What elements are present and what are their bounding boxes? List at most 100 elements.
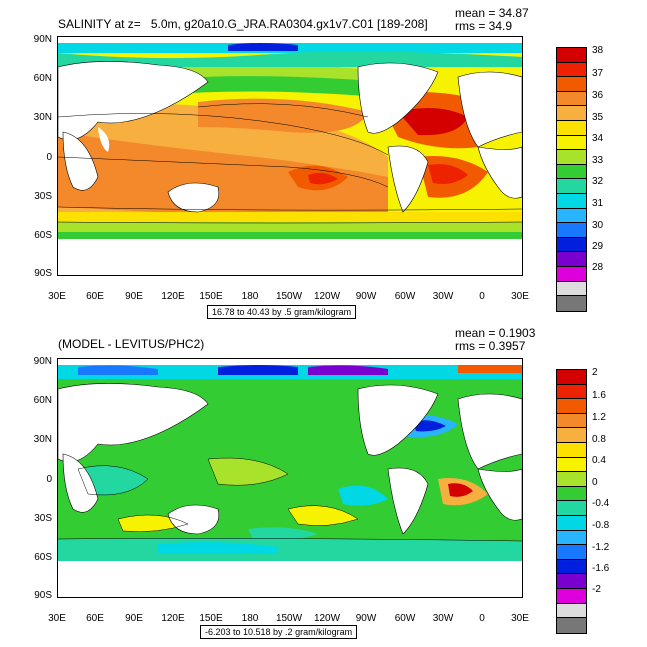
lon-tick: 90E xyxy=(125,291,143,302)
colorbar-swatch xyxy=(557,223,586,238)
colorbar-swatch xyxy=(557,428,586,443)
colorbar-swatch xyxy=(557,545,586,560)
lon-tick: 90W xyxy=(355,613,377,624)
colorbar-swatch xyxy=(557,77,586,92)
lon-tick: 150E xyxy=(199,613,223,624)
colorbar-swatch xyxy=(557,588,586,604)
lat-tick: 0 xyxy=(46,152,52,163)
colorbar-swatch xyxy=(557,515,586,531)
colorbar-swatch xyxy=(557,530,586,546)
lon-tick: 90E xyxy=(125,613,143,624)
colorbar-label: -0.8 xyxy=(592,520,610,531)
colorbar-swatch xyxy=(557,208,586,224)
lon-tick: 120E xyxy=(161,613,185,624)
difference-panel: (MODEL - LEVITUS/PHC2) mean = 0.1903 rms… xyxy=(0,322,647,647)
lon-tick: 30E xyxy=(48,613,66,624)
lon-tick: 30W xyxy=(432,613,454,624)
lon-tick: 30E xyxy=(511,613,529,624)
lat-tick: 30S xyxy=(34,191,52,202)
colorbar-swatch xyxy=(557,266,586,282)
lon-tick: 180 xyxy=(241,613,259,624)
colorbar-swatch xyxy=(557,193,586,209)
colorbar-swatch xyxy=(557,574,586,589)
colorbar-label: 28 xyxy=(592,262,604,273)
colorbar-swatch xyxy=(557,413,586,429)
colorbar-label: 34 xyxy=(592,133,604,144)
panel-title: SALINITY at z= 5.0m, g20a10.G_JRA.RA0304… xyxy=(58,17,428,31)
lon-tick: 60E xyxy=(86,291,104,302)
mean-value: mean = 34.87 xyxy=(455,6,529,20)
lon-tick: 150E xyxy=(199,291,223,302)
lon-tick: 90W xyxy=(355,291,377,302)
mean-value: mean = 0.1903 xyxy=(455,326,536,340)
colorbar-label: 36 xyxy=(592,90,604,101)
difference-map xyxy=(57,358,523,598)
colorbar-label: 35 xyxy=(592,112,604,123)
colorbar-label: -2 xyxy=(592,584,601,595)
colorbar-label: 1.2 xyxy=(592,412,606,423)
colorbar-swatch xyxy=(557,559,586,575)
colorbar xyxy=(556,369,587,634)
lat-tick: 90N xyxy=(33,356,52,367)
colorbar-swatch xyxy=(557,603,586,619)
lat-tick: 0 xyxy=(46,474,52,485)
colorbar-label: 0.8 xyxy=(592,434,606,445)
lon-tick: 0 xyxy=(479,613,485,624)
rms-value: rms = 0.3957 xyxy=(455,339,526,353)
colorbar-swatch xyxy=(557,384,586,400)
colorbar-swatch xyxy=(557,106,586,121)
lat-tick: 30N xyxy=(33,112,52,123)
colorbar-swatch xyxy=(557,399,586,414)
lat-tick: 90S xyxy=(34,268,52,279)
lat-tick: 60N xyxy=(33,395,52,406)
contour-range-label: 16.78 to 40.43 by .5 gram/kilogram xyxy=(207,305,357,319)
colorbar-label: -1.2 xyxy=(592,542,610,553)
contour-range-label: -6.203 to 10.518 by .2 gram/kilogram xyxy=(200,625,358,639)
colorbar-swatch xyxy=(557,179,586,194)
colorbar-swatch xyxy=(557,501,586,516)
colorbar-swatch xyxy=(557,237,586,253)
lat-tick: 60S xyxy=(34,552,52,563)
difference-map-graphic xyxy=(58,365,522,597)
salinity-map xyxy=(57,36,523,276)
salinity-panel: SALINITY at z= 5.0m, g20a10.G_JRA.RA0304… xyxy=(33,6,604,319)
lon-tick: 150W xyxy=(275,613,303,624)
colorbar-swatch xyxy=(557,370,586,385)
colorbar-swatch xyxy=(557,472,586,487)
colorbar-label: 31 xyxy=(592,198,604,209)
lat-tick: 90N xyxy=(33,34,52,45)
colorbar-label: 32 xyxy=(592,176,604,187)
rms-value: rms = 34.9 xyxy=(455,19,513,33)
lat-tick: 60N xyxy=(33,73,52,84)
lon-tick: 60W xyxy=(394,291,416,302)
lon-tick: 150W xyxy=(275,291,303,302)
colorbar-swatch xyxy=(557,91,586,107)
colorbar-label: -1.6 xyxy=(592,563,610,574)
colorbar-label: 0.4 xyxy=(592,455,606,466)
panel-title: (MODEL - LEVITUS/PHC2) xyxy=(58,337,205,351)
lon-tick: 60E xyxy=(86,613,104,624)
colorbar-label: 2 xyxy=(592,367,598,378)
lat-tick: 30N xyxy=(33,434,52,445)
colorbar-label: -0.4 xyxy=(592,498,610,509)
colorbar-swatch xyxy=(557,120,586,136)
salinity-map-graphic xyxy=(58,43,522,275)
lon-tick: 30E xyxy=(48,291,66,302)
colorbar-label: 1.6 xyxy=(592,390,606,401)
colorbar-label: 29 xyxy=(592,241,604,252)
lat-tick: 90S xyxy=(34,590,52,601)
lon-tick: 120W xyxy=(313,613,341,624)
colorbar-swatch xyxy=(557,457,586,473)
colorbar-swatch xyxy=(557,135,586,151)
colorbar-swatch xyxy=(557,62,586,78)
colorbar-swatch xyxy=(557,48,586,63)
colorbar-label: 37 xyxy=(592,68,604,79)
colorbar-label: 33 xyxy=(592,155,604,166)
lat-tick: 30S xyxy=(34,513,52,524)
colorbar-swatch xyxy=(557,281,586,297)
lon-tick: 0 xyxy=(479,291,485,302)
colorbar-label: 38 xyxy=(592,45,604,56)
colorbar-swatch xyxy=(557,252,586,267)
colorbar-swatch xyxy=(557,618,586,633)
colorbar-swatch xyxy=(557,296,586,311)
